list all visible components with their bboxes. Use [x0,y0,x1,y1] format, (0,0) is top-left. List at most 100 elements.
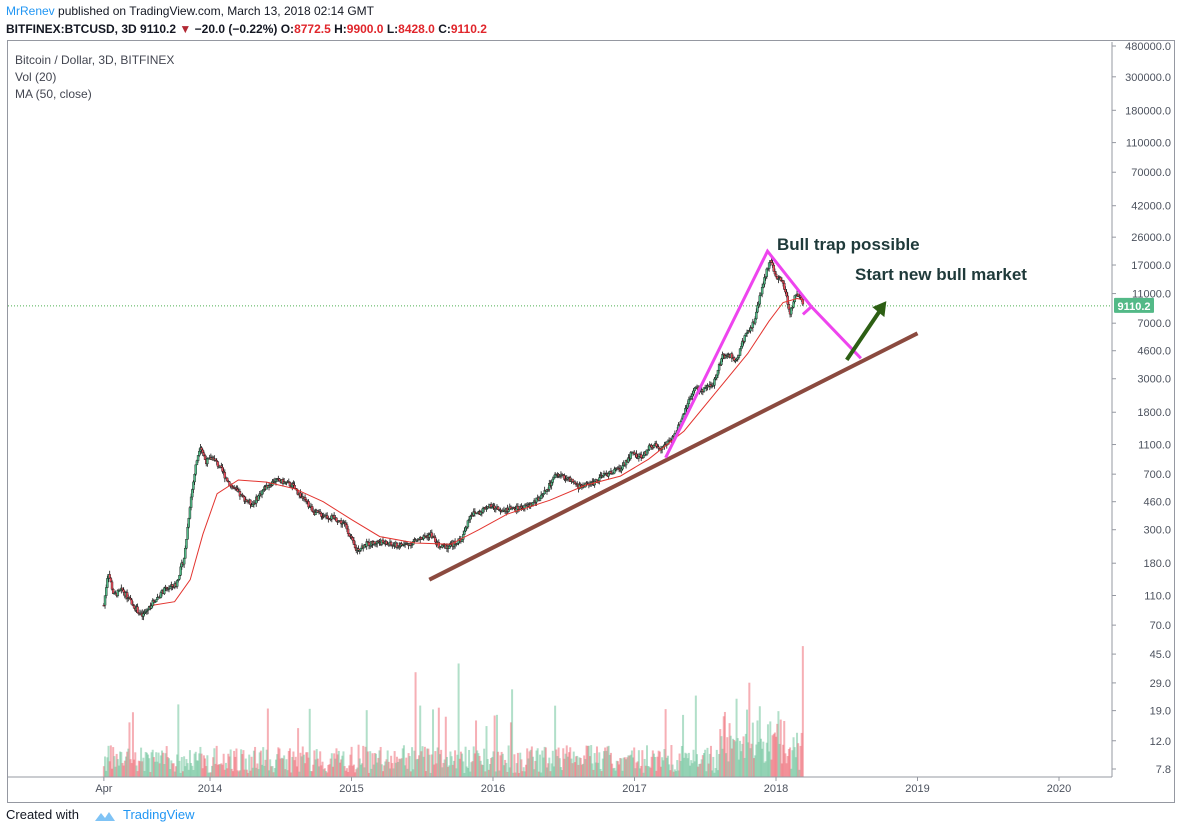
volume-bar [234,756,237,777]
volume-bar [406,768,409,777]
high-value: 9900.0 [346,22,384,36]
volume-bar [193,753,196,777]
volume-bar [330,753,333,777]
volume-bar [495,714,498,777]
volume-bar [323,768,326,777]
volume-bar [785,763,788,777]
candle-body [757,303,760,306]
volume-bar [789,747,792,777]
volume-bar [438,754,441,777]
volume-bar [707,763,710,777]
y-axis[interactable]: 480000.0 300000.0 180000.0 110000.0 70000.0 4… [1111,41,1171,777]
volume-bar [635,762,638,777]
volume-bar [468,749,471,777]
candle-body [448,546,451,549]
volume-bar [683,757,686,777]
volume-bar [429,772,432,777]
candle-body [288,481,292,487]
candle-body [335,517,338,522]
volume-bar [158,763,161,777]
candle-body [220,465,223,468]
volume-bar [352,764,355,777]
volume-bar [398,758,401,777]
candle-body [765,268,768,277]
volume-bar [740,751,743,777]
volume-bar [423,746,426,777]
volume-bar [149,772,152,777]
volume-bar [487,769,490,777]
volume-bar [434,751,437,777]
volume-bar [761,748,764,777]
volume-bar [561,770,564,777]
volume-bar [657,750,660,777]
volume-bar [520,759,523,777]
candle-body [779,277,782,281]
x-axis[interactable]: Apr 2014 2015 2016 2017 2018 2019 2020 [8,776,1112,795]
volume-bar [357,744,360,777]
candle-body [428,534,431,538]
candle-body [598,477,601,481]
volume-bar [656,756,659,777]
candle-body [571,478,574,482]
volume-bar [720,736,723,777]
volume-bar [604,747,607,777]
volume-bar [769,721,772,777]
volume-bar [341,755,344,777]
volume-bar [628,755,631,777]
volume-bar [634,768,637,777]
low-label: L: [386,22,399,36]
volume-bar [605,750,608,777]
volume-bar [258,752,261,777]
candle-body [767,262,771,269]
candle-body [689,396,693,399]
volume-bar [644,765,647,777]
candle-body [249,499,252,505]
volume-bar [268,770,271,777]
volume-bar [162,752,165,777]
volume-bar [447,766,450,777]
author-link[interactable]: MrRenev [6,4,55,18]
tradingview-link[interactable]: TradingView [123,807,195,822]
volume-bar [161,750,164,777]
volume-bar [345,768,348,777]
ticker-change: −20.0 (−0.22%) [194,22,278,36]
volume-bar [639,768,642,777]
volume-bar [569,747,572,777]
volume-bar [682,714,685,777]
volume-bar [387,761,390,777]
chart-frame[interactable] [7,40,1175,803]
volume-bar [358,758,361,777]
volume-bar [356,767,359,777]
volume-bar [525,764,528,777]
volume-bar [488,764,491,777]
volume-bar [144,751,147,777]
candle-body [186,527,189,540]
volume-bar [273,768,276,777]
volume-bar [797,743,800,777]
volume-bar [395,756,398,777]
volume-bar [109,745,112,777]
candle-body [230,484,234,488]
last-price-tag: 9110.2 [1114,297,1154,313]
volume-bar [370,768,373,777]
volume-bar [499,755,502,777]
y-tick-label: 110000.0 [1126,138,1171,150]
volume-bar [242,750,245,777]
volume-bar [779,719,782,777]
candle-body [191,489,194,498]
volume-bar [770,759,773,777]
volume-bar [137,760,140,777]
volume-bar [152,757,155,777]
volume-bar [311,771,314,777]
volume-bar [573,762,576,777]
volume-bar [354,772,357,777]
volume-bar [713,772,716,777]
volume-bar [409,771,412,777]
volume-bar [205,766,208,777]
volume-bar [270,766,273,777]
volume-bar [156,761,159,777]
volume-bar [391,763,394,777]
volume-bar [219,764,222,777]
volume-bar [415,759,418,777]
